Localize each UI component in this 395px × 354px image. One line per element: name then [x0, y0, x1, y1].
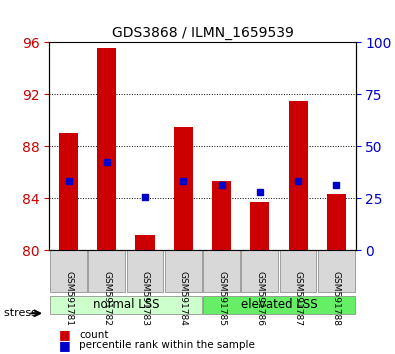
Bar: [174, 127, 193, 250]
Text: GSM591788: GSM591788: [332, 271, 341, 326]
FancyBboxPatch shape: [50, 296, 202, 314]
Text: count: count: [79, 330, 109, 339]
FancyBboxPatch shape: [280, 250, 316, 292]
Text: normal LSS: normal LSS: [93, 298, 159, 311]
Bar: [97, 48, 117, 250]
FancyBboxPatch shape: [241, 250, 278, 292]
Text: percentile rank within the sample: percentile rank within the sample: [79, 340, 255, 350]
Text: GSM591784: GSM591784: [179, 271, 188, 326]
Bar: [135, 235, 154, 250]
Text: GSM591781: GSM591781: [64, 271, 73, 326]
Text: GSM591785: GSM591785: [217, 271, 226, 326]
FancyBboxPatch shape: [318, 250, 355, 292]
Text: stress: stress: [4, 308, 40, 318]
Text: GSM591787: GSM591787: [293, 271, 303, 326]
FancyBboxPatch shape: [165, 250, 202, 292]
FancyBboxPatch shape: [88, 250, 125, 292]
FancyBboxPatch shape: [203, 296, 355, 314]
Bar: [250, 202, 269, 250]
Bar: [212, 181, 231, 250]
Bar: [288, 101, 308, 250]
FancyBboxPatch shape: [127, 250, 164, 292]
Text: GSM591782: GSM591782: [102, 271, 111, 326]
Text: GSM591786: GSM591786: [255, 271, 264, 326]
Title: GDS3868 / ILMN_1659539: GDS3868 / ILMN_1659539: [111, 26, 293, 40]
Text: ■: ■: [59, 328, 71, 341]
Bar: [59, 133, 78, 250]
Bar: [327, 194, 346, 250]
FancyBboxPatch shape: [203, 250, 240, 292]
Text: elevated LSS: elevated LSS: [241, 298, 317, 311]
Text: GSM591783: GSM591783: [141, 271, 150, 326]
Text: ■: ■: [59, 339, 71, 352]
FancyBboxPatch shape: [50, 250, 87, 292]
